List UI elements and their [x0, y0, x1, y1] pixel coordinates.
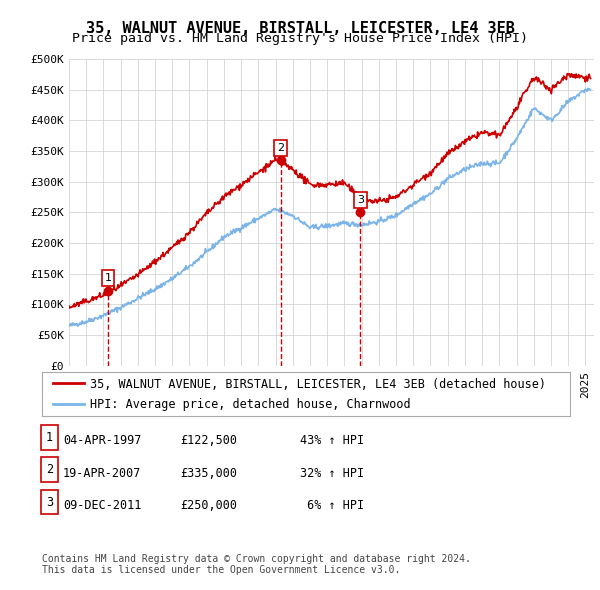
Text: 19-APR-2007: 19-APR-2007 — [63, 467, 142, 480]
Text: 43% ↑ HPI: 43% ↑ HPI — [300, 434, 364, 447]
Text: 09-DEC-2011: 09-DEC-2011 — [63, 499, 142, 512]
Text: 35, WALNUT AVENUE, BIRSTALL, LEICESTER, LE4 3EB (detached house): 35, WALNUT AVENUE, BIRSTALL, LEICESTER, … — [89, 378, 545, 391]
Text: 1: 1 — [46, 431, 53, 444]
Text: HPI: Average price, detached house, Charnwood: HPI: Average price, detached house, Char… — [89, 398, 410, 411]
Text: £250,000: £250,000 — [180, 499, 237, 512]
Text: 2: 2 — [277, 143, 284, 153]
Text: 3: 3 — [357, 195, 364, 205]
Text: Contains HM Land Registry data © Crown copyright and database right 2024.
This d: Contains HM Land Registry data © Crown c… — [42, 553, 471, 575]
Text: 1: 1 — [104, 273, 112, 283]
Text: £122,500: £122,500 — [180, 434, 237, 447]
Text: Price paid vs. HM Land Registry's House Price Index (HPI): Price paid vs. HM Land Registry's House … — [72, 32, 528, 45]
Text: 3: 3 — [46, 496, 53, 509]
Text: 6% ↑ HPI: 6% ↑ HPI — [300, 499, 364, 512]
Text: 35, WALNUT AVENUE, BIRSTALL, LEICESTER, LE4 3EB: 35, WALNUT AVENUE, BIRSTALL, LEICESTER, … — [86, 21, 514, 35]
Text: 2: 2 — [46, 463, 53, 476]
Text: 32% ↑ HPI: 32% ↑ HPI — [300, 467, 364, 480]
Text: £335,000: £335,000 — [180, 467, 237, 480]
Text: 04-APR-1997: 04-APR-1997 — [63, 434, 142, 447]
